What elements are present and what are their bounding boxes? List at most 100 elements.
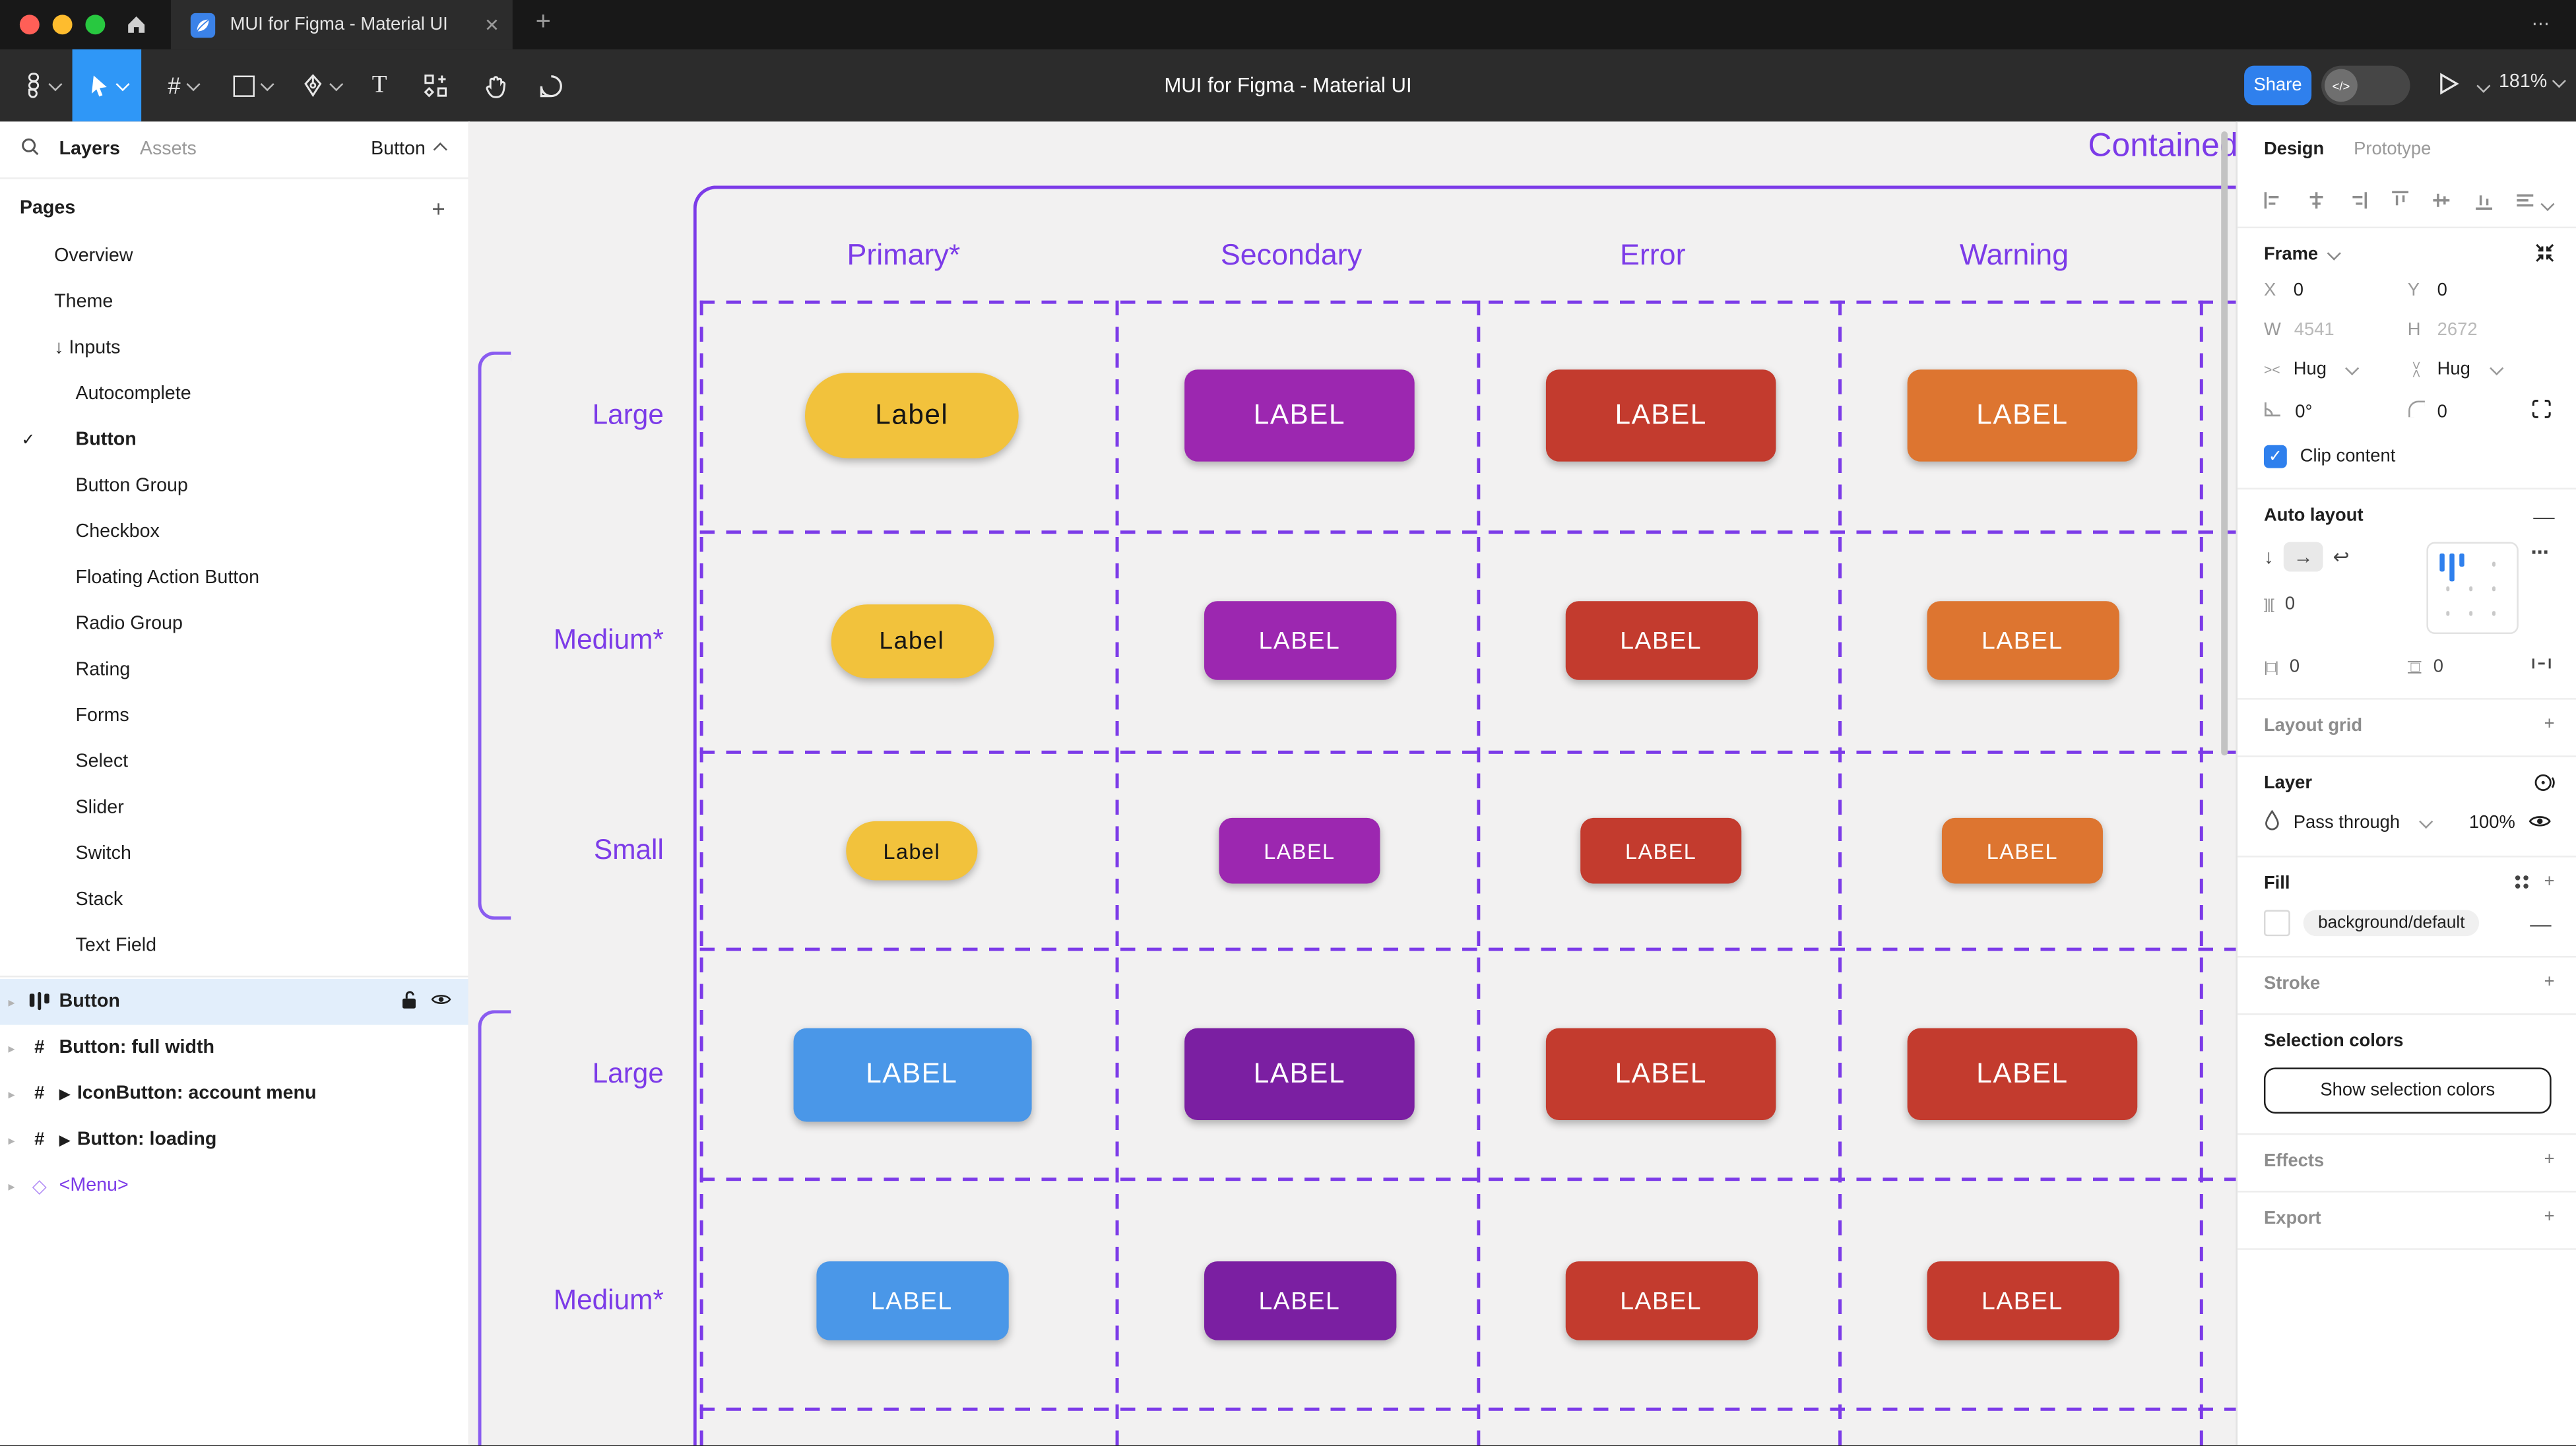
tab-design[interactable]: Design	[2263, 139, 2325, 160]
auto-layout-more-button[interactable]: ⋯	[2530, 544, 2552, 564]
share-button[interactable]: Share	[2244, 65, 2312, 106]
sidebar-page-autocomplete[interactable]: Autocomplete	[0, 371, 468, 418]
vertical-padding-field[interactable]: |□| 0	[2406, 656, 2443, 676]
align-bottom-icon[interactable]	[2473, 190, 2493, 214]
sidebar-page-overview[interactable]: Overview	[0, 234, 468, 280]
clip-content-checkbox[interactable]: ✓ Clip content	[2263, 445, 2552, 468]
blend-mode-icon[interactable]	[2533, 772, 2555, 798]
layer-row-button-full-width[interactable]: ▸ # Button: full width	[0, 1025, 468, 1071]
item-spacing-field[interactable]: ]|[ 0	[2263, 594, 2296, 615]
sidebar-page-inputs[interactable]: ↓ Inputs	[0, 325, 468, 371]
add-effect-button[interactable]: +	[2544, 1149, 2555, 1170]
remove-auto-layout-button[interactable]: —	[2533, 504, 2555, 529]
layer-row-iconbutton-account-menu[interactable]: ▸ # ▶ IconButton: account menu	[0, 1071, 468, 1117]
collapse-frame-icon[interactable]	[2535, 243, 2555, 267]
hand-tool-button[interactable]	[473, 49, 516, 122]
add-export-button[interactable]: +	[2544, 1207, 2555, 1227]
search-icon[interactable]	[21, 138, 39, 161]
tab-assets[interactable]: Assets	[139, 139, 197, 160]
sidebar-page-slider[interactable]: Slider	[0, 785, 468, 831]
align-h-center-icon[interactable]	[2305, 190, 2325, 214]
align-top-icon[interactable]	[2389, 190, 2409, 214]
add-fill-button[interactable]: +	[2544, 872, 2555, 892]
move-tool-button[interactable]	[72, 49, 142, 122]
frame-section-header[interactable]: Frame	[2264, 245, 2552, 265]
dev-mode-toggle[interactable]: </>	[2321, 65, 2410, 106]
tab-overflow-icon[interactable]: ⋯	[2531, 15, 2554, 35]
button-warning-large[interactable]: LABEL	[1907, 369, 2138, 462]
sidebar-page-forms[interactable]: Forms	[0, 693, 468, 739]
file-tab[interactable]: MUI for Figma - Material UI ✕	[170, 0, 513, 49]
layer-row-button[interactable]: ▸ Button	[0, 978, 468, 1025]
layer-visibility-icon[interactable]	[2528, 812, 2552, 833]
button-primary-large[interactable]: Label	[805, 373, 1019, 458]
expand-caret-icon[interactable]: ▸	[8, 1086, 15, 1102]
distribute-icon[interactable]	[2515, 190, 2555, 214]
page-jump-dropdown[interactable]: Button	[371, 140, 447, 160]
sidebar-page-switch[interactable]: Switch	[0, 831, 468, 877]
layer-row--menu-[interactable]: ▸ ◇ <Menu>	[0, 1163, 468, 1209]
layout-wrap-button[interactable]: ↩	[2333, 545, 2350, 569]
fill-style-chip[interactable]: background/default	[2303, 910, 2480, 937]
window-close-button[interactable]	[19, 15, 40, 35]
button-primary-medium[interactable]: LABEL	[816, 1261, 1008, 1340]
pen-tool-button[interactable]	[296, 49, 345, 122]
width-field[interactable]: W 4541	[2263, 320, 2334, 340]
tab-prototype[interactable]: Prototype	[2354, 139, 2431, 160]
layout-vertical-button[interactable]: ↓	[2263, 545, 2274, 569]
alignment-pad[interactable]	[2426, 542, 2518, 635]
layer-row-button-loading[interactable]: ▸ # ▶ Button: loading	[0, 1117, 468, 1163]
independent-corners-icon[interactable]	[2532, 399, 2552, 424]
sidebar-page-floating-action-button[interactable]: Floating Action Button	[0, 555, 468, 602]
button-secondary-medium[interactable]: LABEL	[1203, 601, 1396, 680]
fill-row[interactable]: background/default —	[2263, 910, 2552, 937]
home-icon[interactable]	[125, 13, 148, 36]
button-primary-large[interactable]: LABEL	[792, 1027, 1031, 1121]
horizontal-padding-field[interactable]: |□| 0	[2263, 656, 2300, 676]
sidebar-page-theme[interactable]: Theme	[0, 279, 468, 325]
text-tool-button[interactable]: T	[362, 49, 398, 122]
zoom-level-control[interactable]: 181%	[2499, 73, 2567, 92]
expand-caret-icon[interactable]: ▸	[8, 994, 15, 1009]
remove-fill-button[interactable]: —	[2530, 910, 2552, 935]
blend-mode-select[interactable]: Pass through	[2293, 813, 2400, 833]
sidebar-page-stack[interactable]: Stack	[0, 877, 468, 924]
button-error-medium[interactable]: LABEL	[1564, 1261, 1757, 1340]
rotation-field[interactable]: 0°	[2264, 399, 2408, 424]
expand-caret-icon[interactable]: ▸	[8, 1132, 15, 1148]
main-menu-button[interactable]	[13, 49, 69, 122]
expand-caret-icon[interactable]: ▸	[8, 1040, 15, 1055]
horizontal-resizing-select[interactable]: >< Hug	[2264, 360, 2408, 379]
add-page-button[interactable]: +	[432, 195, 445, 222]
comment-tool-button[interactable]	[529, 49, 572, 122]
add-stroke-button[interactable]: +	[2544, 972, 2555, 992]
button-warning-medium[interactable]: LABEL	[1926, 1261, 2119, 1340]
button-warning-medium[interactable]: LABEL	[1926, 601, 2119, 680]
corner-radius-field[interactable]: 0	[2407, 399, 2552, 424]
new-tab-button[interactable]: +	[535, 8, 551, 36]
sidebar-page-select[interactable]: Select	[0, 739, 468, 785]
unlock-icon[interactable]	[401, 990, 418, 1014]
button-secondary-medium[interactable]: LABEL	[1203, 1261, 1396, 1340]
independent-padding-icon[interactable]	[2532, 654, 2552, 678]
show-selection-colors-button[interactable]: Show selection colors	[2263, 1067, 2552, 1114]
vertical-resizing-select[interactable]: >< Hug	[2408, 360, 2552, 379]
button-error-large[interactable]: LABEL	[1545, 1028, 1776, 1121]
sidebar-page-button[interactable]: ✓ Button	[0, 417, 468, 463]
canvas-viewport[interactable]: Contained Primary* Secondary Error Warning …	[468, 121, 2236, 1446]
button-warning-large[interactable]: LABEL	[1907, 1028, 2138, 1121]
button-error-small[interactable]: LABEL	[1580, 817, 1742, 884]
sidebar-page-radio-group[interactable]: Radio Group	[0, 601, 468, 647]
sidebar-page-button-group[interactable]: Button Group	[0, 463, 468, 509]
sidebar-page-checkbox[interactable]: Checkbox	[0, 509, 468, 555]
fill-styles-icon[interactable]	[2514, 875, 2528, 889]
resources-tool-button[interactable]	[414, 49, 457, 122]
fill-color-swatch[interactable]	[2263, 910, 2290, 937]
align-right-icon[interactable]	[2348, 190, 2367, 214]
shape-tool-button[interactable]	[227, 49, 276, 122]
height-field[interactable]: H 2672	[2407, 320, 2478, 340]
expand-caret-icon[interactable]: ▸	[8, 1178, 15, 1193]
button-warning-small[interactable]: LABEL	[1941, 817, 2103, 884]
